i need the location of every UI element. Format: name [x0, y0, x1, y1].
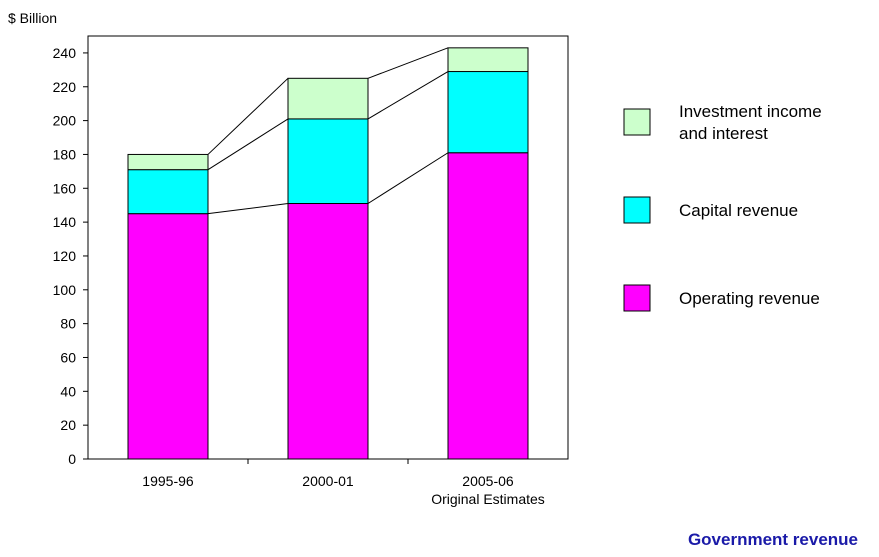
- legend-swatch: [623, 108, 651, 136]
- bar-segment: [287, 118, 369, 205]
- legend-swatch: [623, 196, 651, 224]
- bars: [127, 47, 529, 460]
- y-tick-label: 120: [53, 248, 77, 264]
- legend: Investment income and interest Capital rev…: [623, 102, 822, 312]
- connector-line: [207, 118, 289, 171]
- y-tick-label: 60: [60, 349, 76, 365]
- y-tick-label: 240: [53, 45, 77, 61]
- bar-segment: [127, 213, 209, 460]
- bar-segment: [447, 152, 529, 460]
- bar-segment: [127, 169, 209, 215]
- y-axis-title: $ Billion: [8, 10, 57, 26]
- x-axis: 1995-96 2000-01 2005-06 Original Estimates: [142, 459, 545, 507]
- bar-segment: [287, 77, 369, 120]
- legend-label: Investment income: [679, 102, 822, 121]
- y-axis: 0 20 40 60 80 100 120 140 160 180 200 220 240: [53, 45, 88, 467]
- y-tick-label: 80: [60, 316, 76, 332]
- y-tick-label: 40: [60, 383, 76, 399]
- connector-lines: [207, 47, 449, 215]
- footer-title: Government revenue: [688, 530, 858, 549]
- x-tick-sublabel: Original Estimates: [431, 491, 545, 507]
- x-tick-label: 2000-01: [302, 473, 354, 489]
- connector-line: [207, 203, 289, 215]
- connector-line: [367, 47, 449, 79]
- legend-label: Operating revenue: [679, 289, 820, 308]
- connector-line: [207, 77, 289, 155]
- y-tick-label: 100: [53, 282, 77, 298]
- connector-line: [367, 152, 449, 204]
- y-tick-label: 220: [53, 79, 77, 95]
- connector-line: [367, 71, 449, 120]
- x-tick-label: 2005-06: [462, 473, 514, 489]
- x-tick-label: 1995-96: [142, 473, 194, 489]
- bar-segment: [447, 47, 529, 73]
- y-tick-label: 0: [68, 451, 76, 467]
- legend-label: Capital revenue: [679, 201, 798, 220]
- y-tick-label: 160: [53, 180, 77, 196]
- bar-segment: [287, 203, 369, 460]
- legend-swatch: [623, 284, 651, 312]
- bar-segment: [127, 153, 209, 171]
- y-tick-label: 200: [53, 113, 77, 129]
- legend-label: and interest: [679, 124, 768, 143]
- y-tick-label: 180: [53, 146, 77, 162]
- y-tick-label: 140: [53, 214, 77, 230]
- bar-segment: [447, 71, 529, 154]
- y-tick-label: 20: [60, 417, 76, 433]
